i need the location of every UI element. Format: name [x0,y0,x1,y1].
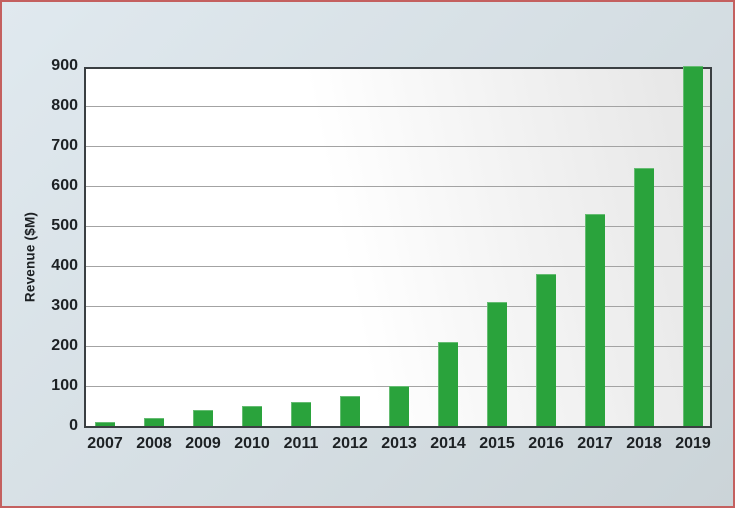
bar-2014 [438,342,458,426]
x-tick-label: 2014 [430,435,466,452]
y-tick-label: 900 [51,57,78,74]
bar-2015 [487,302,507,426]
bar-2009 [193,410,213,426]
x-tick-label: 2012 [332,435,368,452]
bar-2017 [585,214,605,426]
x-tick-label: 2007 [87,435,123,452]
bar-2008 [144,418,164,426]
plot-area [84,66,712,428]
x-tick-label: 2013 [381,435,417,452]
gridline [86,226,710,227]
x-tick-label: 2015 [479,435,515,452]
y-tick-label: 0 [69,417,78,434]
x-tick-label: 2019 [675,435,711,452]
x-tick-label: 2010 [234,435,270,452]
y-tick-label: 800 [51,97,78,114]
y-tick-label: 300 [51,297,78,314]
gridline [86,266,710,267]
y-tick-label: 500 [51,217,78,234]
x-tick-label: 2018 [626,435,662,452]
bar-2019 [683,66,703,426]
gridline [86,146,710,147]
bar-2010 [242,406,262,426]
gridline [86,186,710,187]
x-tick-label: 2011 [283,435,319,452]
gridline [86,106,710,107]
bar-2013 [389,386,409,426]
x-tick-label: 2008 [136,435,172,452]
x-tick-label: 2017 [577,435,613,452]
gridline [86,346,710,347]
y-tick-label: 700 [51,137,78,154]
gridline [86,306,710,307]
x-tick-label: 2009 [185,435,221,452]
bar-2016 [536,274,556,426]
bar-2011 [291,402,311,426]
y-tick-label: 100 [51,377,78,394]
y-tick-label: 400 [51,257,78,274]
bar-2007 [95,422,115,426]
y-tick-label: 600 [51,177,78,194]
bar-2018 [634,168,654,426]
x-tick-label: 2016 [528,435,564,452]
y-tick-label: 200 [51,337,78,354]
bar-2012 [340,396,360,426]
